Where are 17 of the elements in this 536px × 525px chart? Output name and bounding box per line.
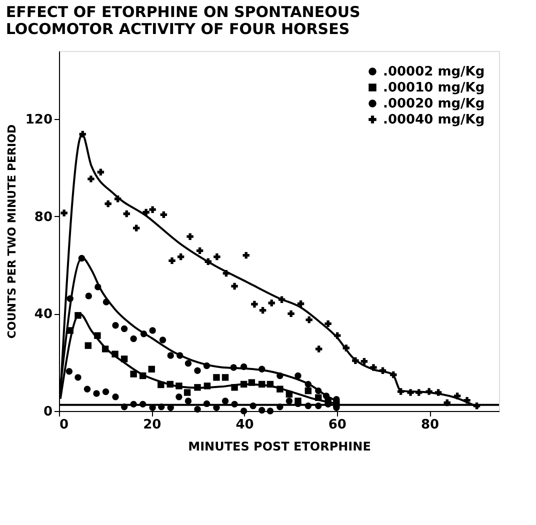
legend-label: .00010 mg/Kg	[383, 80, 485, 96]
y-tick-label: 40	[34, 307, 52, 322]
y-tick-label: 0	[43, 404, 52, 420]
x-tick-label: 80	[420, 418, 440, 432]
legend-label: .00002 mg/Kg	[383, 64, 485, 80]
y-tick-label: 120	[25, 112, 52, 128]
x-axis-title: MINUTES POST ETORPHINE	[188, 440, 371, 454]
x-tick-label: 0	[60, 418, 69, 432]
y-axis-title: COUNTS PER TWO MINUTE PERIOD	[5, 124, 18, 339]
legend-label: .00020 mg/Kg	[383, 96, 485, 112]
text: EFFECT OF ETORPHINE ON SPONTANEOUS	[6, 3, 360, 21]
y-tick-label: 80	[34, 210, 52, 225]
text: LOCOMOTOR ACTIVITY OF FOUR HORSES	[6, 20, 350, 38]
x-tick-label: 60	[328, 418, 346, 432]
legend-label: .00040 mg/Kg	[383, 112, 485, 128]
x-tick-label: 20	[143, 418, 162, 432]
x-tick-label: 40	[236, 418, 254, 432]
